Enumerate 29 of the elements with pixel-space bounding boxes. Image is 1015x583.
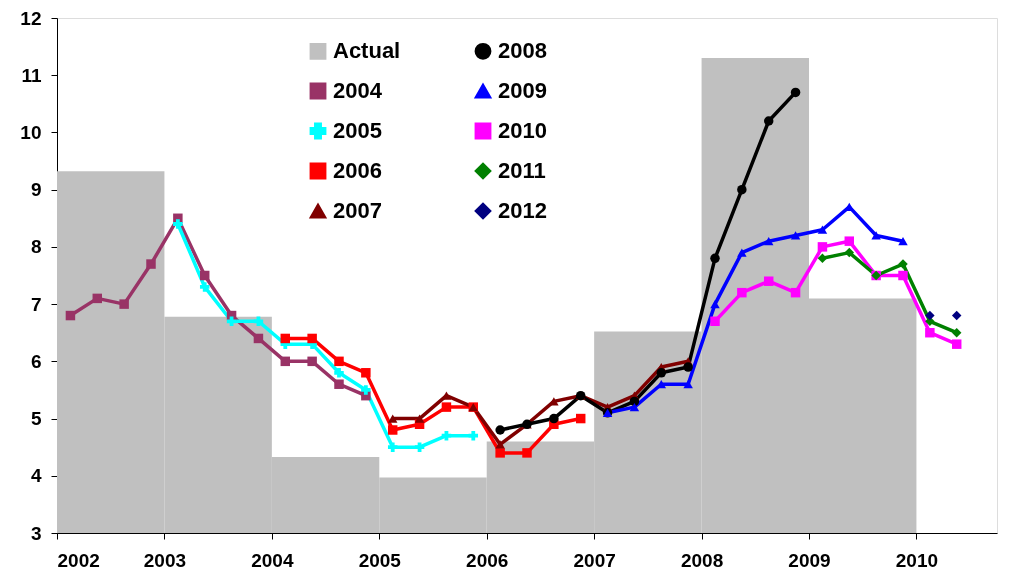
y-tick-label: 7	[30, 293, 42, 315]
x-tick-label: 2009	[788, 549, 831, 571]
legend-label: 2012	[498, 198, 547, 223]
y-tick-label: 3	[30, 522, 42, 544]
y-tick-label: 4	[30, 465, 42, 487]
legend-label: 2006	[333, 158, 382, 183]
x-tick-label: 2003	[143, 549, 187, 571]
legend-label: 2004	[333, 78, 383, 103]
y-tick-label: 11	[21, 64, 42, 86]
y-tick-label: 6	[30, 350, 42, 372]
legend-label: 2011	[498, 158, 546, 183]
y-tick-label: 8	[30, 236, 42, 258]
x-tick-label: 2006	[466, 549, 509, 571]
x-tick-label: 2010	[895, 549, 939, 571]
x-tick-label: 2008	[680, 549, 724, 571]
y-tick-label: 9	[30, 179, 42, 201]
y-tick-label: 12	[20, 7, 42, 29]
legend-label: 2007	[333, 198, 382, 223]
legend-label: 2008	[498, 38, 547, 64]
y-tick-label: 5	[30, 408, 42, 430]
x-tick-label: 2007	[573, 549, 616, 571]
legend-label: 2009	[498, 78, 547, 103]
x-tick-label: 2002	[57, 549, 100, 571]
legend-label: 2005	[333, 118, 382, 143]
x-tick-label: 2005	[358, 549, 402, 571]
y-tick-label: 10	[20, 121, 42, 143]
legend-label: Actual	[333, 38, 401, 64]
legend-label: 2010	[498, 118, 547, 143]
x-tick-label: 2004	[251, 549, 294, 571]
